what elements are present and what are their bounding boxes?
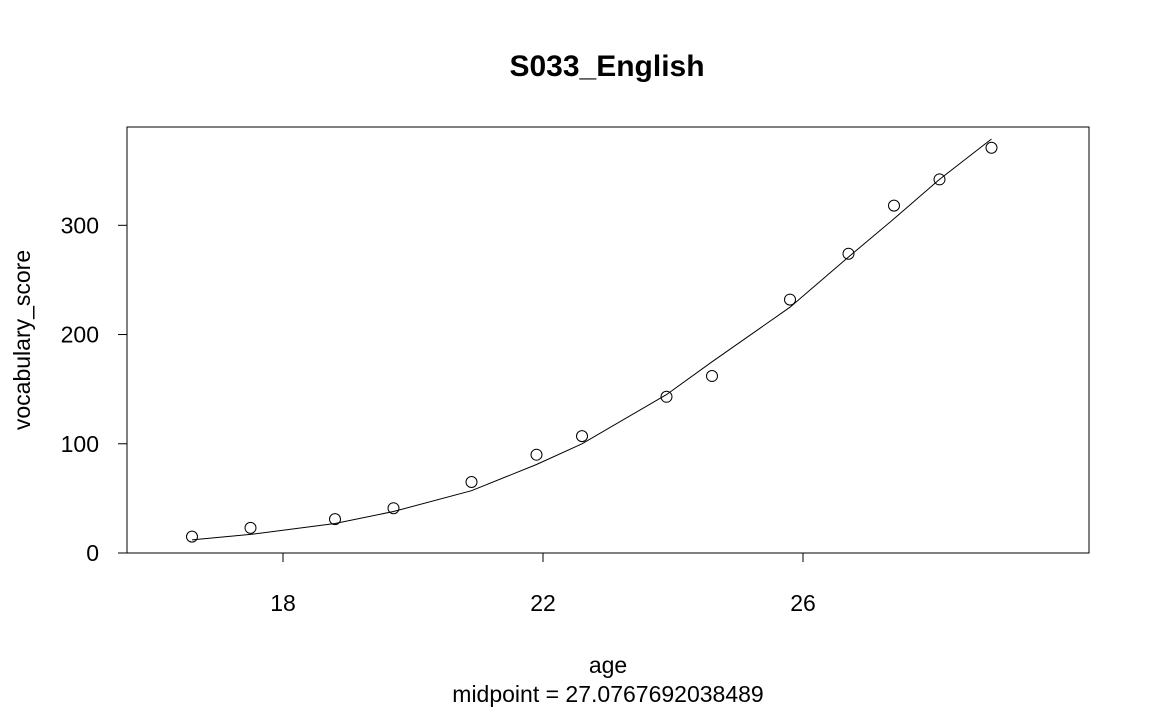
x-tick-label: 26 (790, 590, 816, 616)
data-point (387, 502, 400, 515)
chart-title: S033_English (509, 50, 704, 83)
data-point (888, 199, 900, 212)
data-point (576, 430, 588, 443)
plot-frame (126, 126, 1090, 554)
y-tick-label: 0 (86, 540, 99, 566)
data-point (530, 448, 543, 461)
data-point (842, 247, 855, 260)
x-axis-label: age (589, 652, 627, 678)
y-tick-label: 100 (61, 431, 99, 457)
y-tick-label: 300 (61, 212, 99, 238)
data-point (706, 370, 718, 383)
data-point (329, 513, 341, 526)
data-point (660, 390, 673, 403)
x-axis: 18 22 26 (270, 552, 816, 616)
data-point (985, 141, 998, 154)
x-axis-subtitle: midpoint = 27.0767692038489 (452, 681, 763, 707)
fitted-curve (191, 138, 992, 541)
data-point (933, 173, 946, 186)
data-point (244, 521, 257, 534)
y-tick-label: 200 (61, 322, 99, 348)
data-point (465, 476, 478, 488)
data-points (186, 141, 998, 543)
data-point (784, 293, 796, 306)
y-axis: 0 100 200 300 (61, 212, 128, 566)
x-tick-label: 22 (530, 590, 556, 616)
data-point (186, 530, 198, 543)
x-tick-label: 18 (270, 590, 296, 616)
y-axis-label: vocabulary_score (9, 250, 35, 430)
